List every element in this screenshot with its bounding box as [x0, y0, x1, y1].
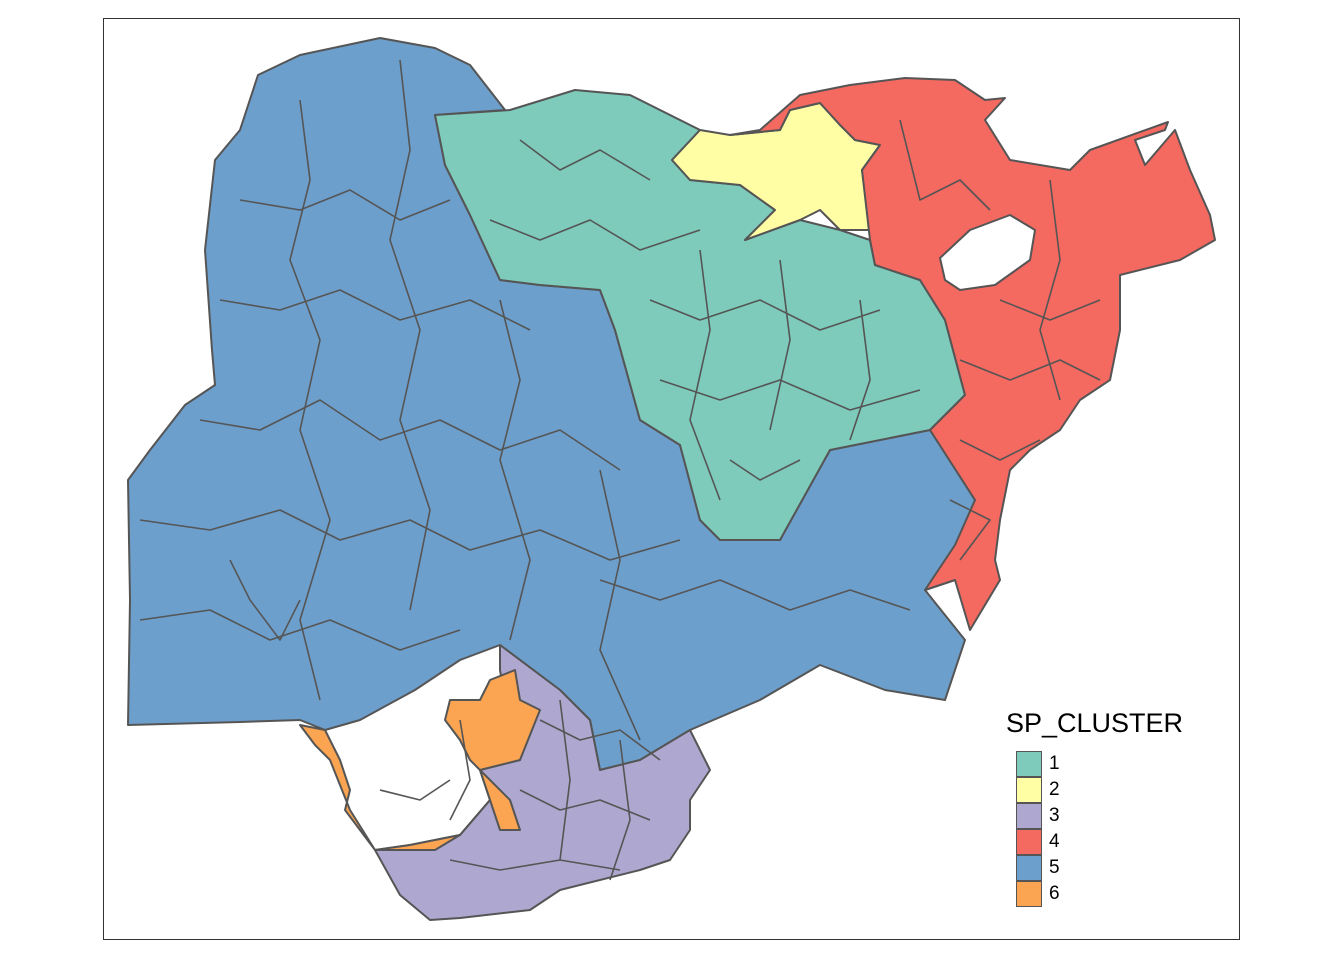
- legend-item-5: 5: [1006, 855, 1183, 881]
- legend-swatch: [1016, 881, 1042, 907]
- legend-item-2: 2: [1006, 777, 1183, 803]
- legend-item-6: 6: [1006, 881, 1183, 907]
- legend-label: 5: [1049, 857, 1060, 878]
- legend-label: 1: [1049, 753, 1060, 774]
- legend-items: 1 2 3 4 5 6: [1006, 751, 1183, 907]
- legend-label: 2: [1049, 779, 1060, 800]
- district-boundaries: [139, 59, 1101, 881]
- legend-swatch: [1016, 751, 1042, 777]
- cluster-6-region: [299, 669, 541, 851]
- legend-label: 6: [1049, 883, 1060, 904]
- legend-title: SP_CLUSTER: [1006, 708, 1184, 738]
- legend-swatch: [1016, 855, 1042, 881]
- legend-item-1: 1: [1006, 751, 1183, 777]
- legend-swatch: [1016, 777, 1042, 803]
- legend-label: 4: [1049, 831, 1060, 852]
- map-frame: [103, 18, 1240, 940]
- legend: SP_CLUSTER 1 2 3 4 5 6: [1006, 708, 1183, 907]
- legend-swatch: [1016, 829, 1042, 855]
- legend-swatch: [1016, 803, 1042, 829]
- legend-label: 3: [1049, 805, 1060, 826]
- legend-item-3: 3: [1006, 803, 1183, 829]
- legend-item-4: 4: [1006, 829, 1183, 855]
- cluster-4-region: [729, 77, 1216, 631]
- lake-hole: [939, 214, 1036, 291]
